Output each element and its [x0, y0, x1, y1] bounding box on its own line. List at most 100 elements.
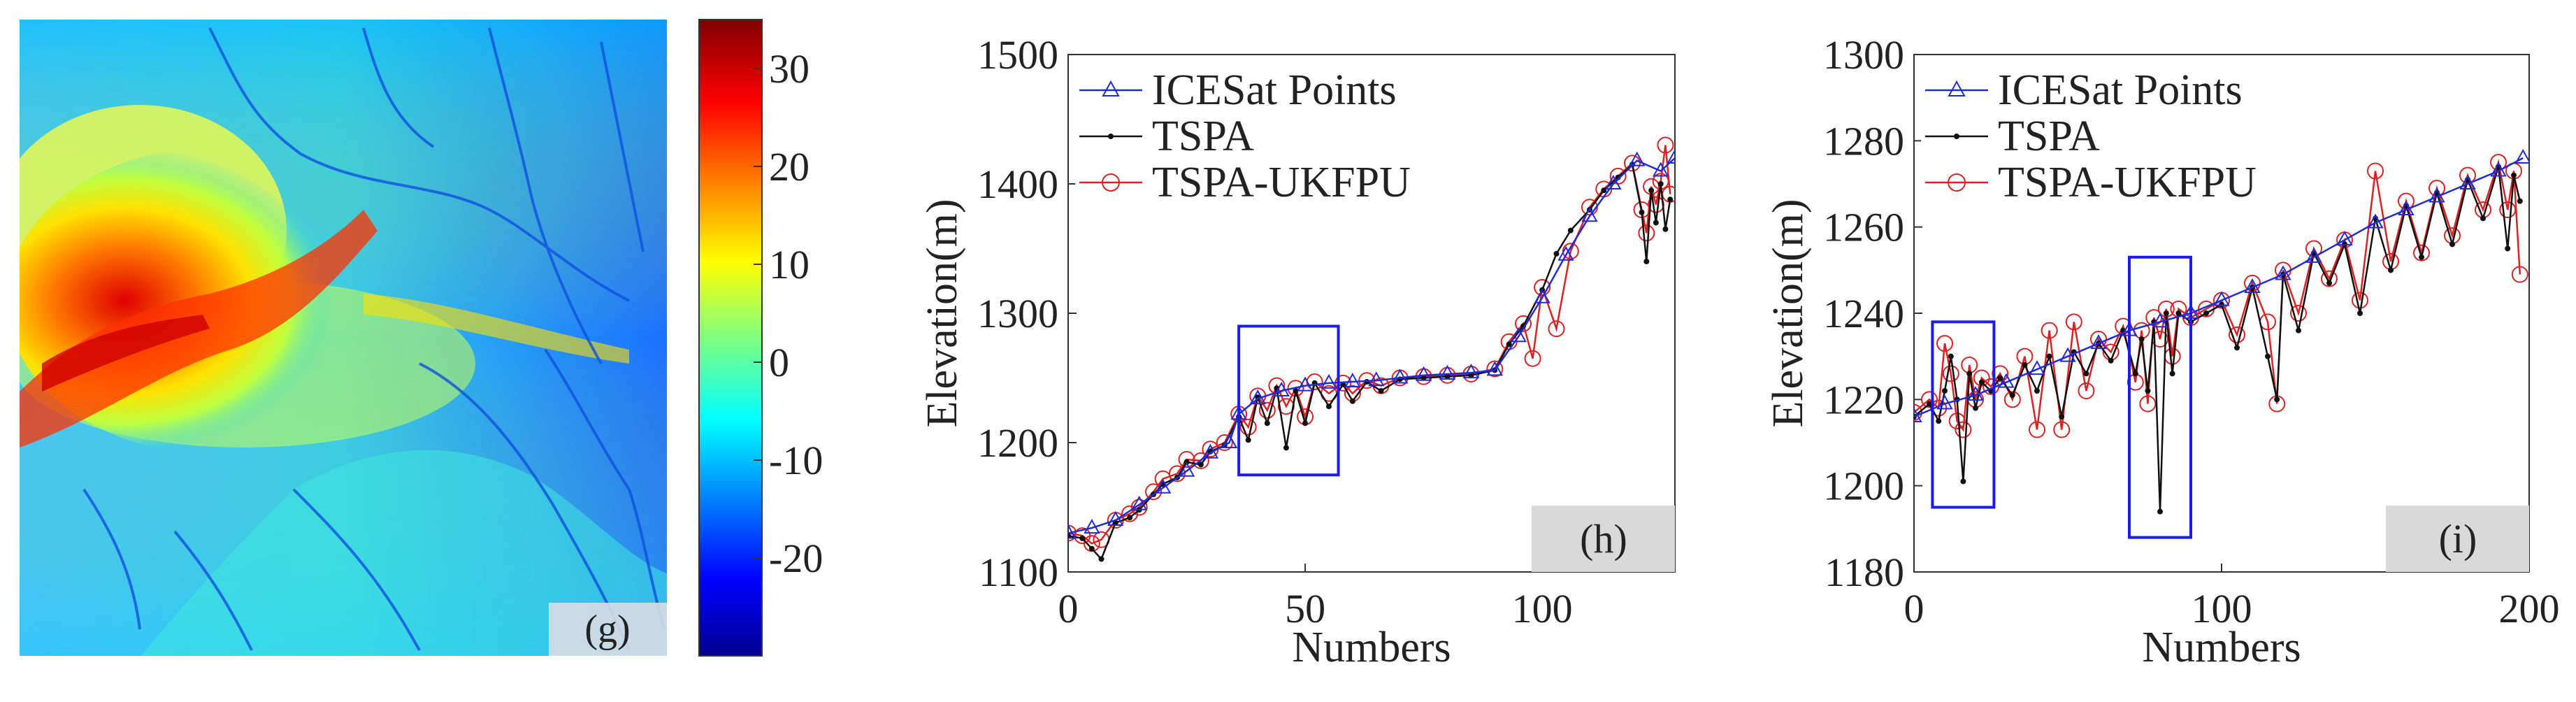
colorbar-tick-label: -20 — [769, 536, 823, 581]
series-line-icesat-points — [1068, 157, 1675, 534]
point-icesat — [2029, 360, 2045, 375]
point-tspa-ukfpu — [2290, 305, 2307, 322]
point-tspa — [1553, 250, 1560, 257]
panel-label-bg — [1532, 506, 1675, 572]
point-tspa — [1283, 445, 1289, 451]
point-tspa — [2449, 241, 2455, 248]
point-tspa — [1264, 420, 1270, 427]
point-tspa — [2059, 414, 2065, 420]
y-tick-label: 1240 — [1823, 291, 1904, 336]
point-icesat — [2090, 334, 2107, 350]
point-icesat — [1178, 461, 1195, 477]
point-tspa — [1468, 372, 1474, 378]
point-tspa — [2163, 310, 2169, 316]
legend-marker — [1102, 80, 1120, 96]
legend-marker — [1102, 173, 1120, 192]
chart-h: 1100 1200 1300 1400 1500 0 50 100 Numbers Elevati… — [919, 32, 1676, 671]
point-tspa-ukfpu — [2229, 326, 2245, 343]
colorbar-tick-label: 0 — [769, 340, 789, 385]
point-tspa — [2511, 172, 2517, 178]
point-tspa — [1936, 418, 1942, 424]
point-tspa — [2234, 345, 2240, 351]
point-icesat — [2367, 213, 2384, 229]
highlight-box — [1931, 320, 1996, 509]
legend-marker — [1948, 173, 1966, 192]
point-tspa-ukfpu — [2367, 162, 2384, 180]
y-tick-label: 1500 — [977, 32, 1058, 78]
legend-label: TSPA-UKFPU — [1152, 159, 1411, 206]
point-tspa-ukfpu — [1168, 465, 1186, 482]
point-icesat — [1486, 361, 1504, 376]
point-tspa-ukfpu — [1936, 335, 1953, 352]
point-tspa — [1079, 535, 1086, 541]
point-icesat — [1273, 381, 1290, 396]
point-icesat — [1439, 364, 1456, 380]
y-tick-label: 1200 — [977, 420, 1058, 466]
legend-label: TSPA — [1998, 113, 2100, 160]
x-tick-label: 200 — [2499, 586, 2560, 631]
legend-marker — [1108, 134, 1114, 139]
point-tspa — [1653, 220, 1659, 226]
y-tick-label: 1300 — [977, 291, 1058, 336]
point-tspa-ukfpu — [1121, 505, 1139, 522]
point-tspa-ukfpu — [2041, 322, 2058, 339]
point-icesat — [2490, 162, 2507, 177]
point-icesat — [1249, 389, 1266, 405]
point-icesat — [1605, 174, 1622, 189]
point-tspa — [1506, 341, 1512, 348]
colorbar: 30 20 10 0 -10 -20 — [698, 19, 823, 657]
point-icesat — [1534, 288, 1550, 303]
y-tick-label: 1280 — [1823, 118, 1904, 164]
point-tspa-ukfpu — [1130, 499, 1148, 516]
panel-g-map — [20, 20, 667, 656]
y-axis-label: Elevation(m) — [919, 199, 966, 427]
point-tspa — [1948, 353, 1954, 359]
x-tick-label: 0 — [1058, 586, 1079, 631]
point-tspa — [1648, 187, 1655, 194]
point-icesat — [1107, 510, 1124, 526]
point-tspa — [2480, 215, 2486, 222]
point-tspa — [1444, 373, 1451, 380]
y-tick-label: 1260 — [1823, 205, 1904, 250]
point-tspa — [2274, 396, 2280, 403]
point-icesat — [1914, 407, 1922, 422]
y-axis-label: Elevation(m) — [1764, 199, 1812, 427]
point-icesat — [2305, 248, 2322, 263]
point-icesat — [1221, 433, 1238, 448]
point-tspa — [1966, 371, 1973, 377]
point-tspa-ukfpu — [2078, 382, 2095, 399]
point-tspa — [1973, 405, 1978, 411]
point-tspa — [1293, 388, 1299, 394]
x-axis-label: Numbers — [1292, 624, 1451, 671]
point-tspa — [2517, 198, 2523, 204]
point-tspa — [2022, 362, 2028, 368]
point-tspa — [2388, 267, 2394, 273]
point-tspa-ukfpu — [2499, 201, 2517, 218]
point-icesat — [2275, 265, 2291, 280]
point-tspa-ukfpu — [1216, 434, 1233, 451]
point-tspa — [1302, 420, 1309, 427]
point-tspa-ukfpu — [1258, 401, 1276, 419]
legend-label: TSPA-UKFPU — [1998, 159, 2257, 206]
point-icesat — [1084, 519, 1100, 534]
point-tspa — [1378, 388, 1384, 394]
point-tspa — [1960, 478, 1966, 485]
y-tick-label: 1300 — [1823, 32, 1904, 78]
point-tspa-ukfpu — [2413, 244, 2430, 262]
point-tspa — [2326, 280, 2332, 286]
point-tspa — [1420, 375, 1427, 381]
point-tspa — [2296, 327, 2301, 334]
point-icesat — [1344, 372, 1361, 388]
point-tspa — [2009, 392, 2015, 399]
point-icesat — [1391, 368, 1409, 384]
point-icesat — [2336, 231, 2353, 246]
point-tspa-ukfpu — [2511, 266, 2528, 283]
chart-i: 1180 1200 1220 1240 1260 1280 1300 0 100 200 Numbe… — [1764, 32, 2560, 671]
legend-marker — [1948, 80, 1966, 96]
point-icesat — [2059, 347, 2076, 362]
point-tspa — [2138, 336, 2145, 342]
point-icesat — [2152, 313, 2168, 328]
point-tspa-ukfpu — [1562, 243, 1579, 260]
point-tspa — [1127, 515, 1133, 521]
point-icesat — [1998, 373, 2015, 388]
